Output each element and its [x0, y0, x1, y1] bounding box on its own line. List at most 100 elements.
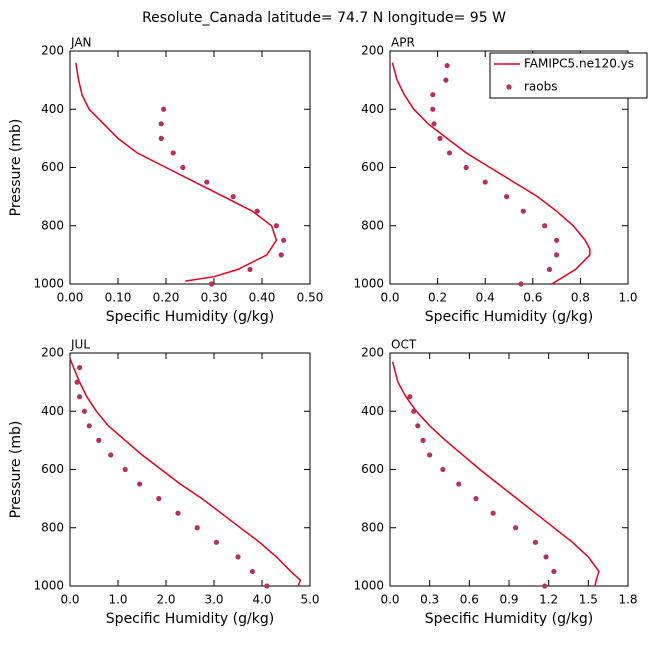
- obs-point: [204, 179, 210, 185]
- x-tick-label: 1.2: [539, 593, 558, 607]
- obs-point: [180, 164, 186, 171]
- profile-line: [391, 62, 591, 285]
- obs-point: [420, 437, 426, 443]
- x-tick-label: 1.8: [618, 593, 637, 607]
- y-tick-label: 200: [41, 346, 64, 360]
- obs-point: [473, 496, 479, 502]
- x-tick-label: 0.50: [297, 291, 324, 305]
- obs-point: [175, 510, 181, 516]
- y-tick-label: 800: [41, 218, 64, 232]
- obs-point: [446, 150, 453, 156]
- x-tick-label: 0.4: [476, 291, 495, 305]
- panel-title: OCT: [391, 338, 417, 352]
- obs-point: [247, 266, 253, 273]
- plot-frame: [389, 352, 629, 587]
- y-tick-label: 600: [41, 462, 64, 476]
- obs-point: [137, 481, 143, 487]
- y-axis-label: Pressure (mb): [8, 421, 24, 519]
- x-tick-label: 0.0: [380, 593, 399, 607]
- y-tick-label: 1000: [353, 579, 384, 593]
- x-tick-label: 2.0: [156, 593, 175, 607]
- obs-point: [156, 496, 162, 502]
- obs-point: [430, 106, 436, 112]
- y-tick-label: 800: [361, 520, 384, 534]
- x-tick-label: 1.5: [579, 593, 598, 607]
- obs-point: [254, 208, 260, 214]
- x-tick-label: 0.0: [380, 291, 399, 305]
- x-tick-label: 0.2: [428, 291, 447, 305]
- profile-line: [75, 62, 278, 282]
- obs-point: [77, 394, 83, 400]
- plot-frame: [69, 50, 311, 285]
- obs-point: [430, 92, 436, 98]
- x-tick-label: 0.6: [460, 593, 479, 607]
- y-tick-label: 1000: [33, 277, 64, 291]
- obs-point: [490, 510, 496, 516]
- obs-point: [170, 150, 176, 156]
- y-tick-label: 400: [41, 102, 64, 116]
- obs-point: [543, 554, 549, 560]
- obs-point: [81, 408, 87, 414]
- obs-point: [518, 281, 524, 287]
- x-tick-label: 0.00: [57, 291, 84, 305]
- x-tick-label: 0.3: [420, 593, 439, 607]
- x-tick-label: 4.0: [252, 593, 271, 607]
- obs-point: [158, 135, 164, 141]
- y-tick-label: 200: [361, 346, 384, 360]
- obs-point: [281, 237, 287, 243]
- legend-dot: [506, 84, 512, 90]
- x-tick-label: 0.6: [523, 291, 542, 305]
- obs-point: [86, 423, 92, 429]
- y-tick-label: 800: [361, 218, 384, 232]
- y-tick-label: 1000: [33, 579, 64, 593]
- obs-point: [407, 394, 413, 400]
- y-tick-label: 800: [41, 520, 64, 534]
- obs-point: [456, 481, 462, 487]
- obs-point: [443, 77, 449, 83]
- obs-point: [278, 252, 284, 258]
- obs-point: [161, 106, 167, 112]
- x-tick-label: 5.0: [300, 593, 319, 607]
- y-tick-label: 400: [41, 404, 64, 418]
- x-tick-label: 0.20: [153, 291, 180, 305]
- x-tick-label: 0.40: [249, 291, 276, 305]
- x-tick-label: 0.30: [201, 291, 228, 305]
- obs-point: [542, 583, 548, 589]
- obs-point: [122, 466, 128, 473]
- y-tick-label: 600: [361, 160, 384, 174]
- x-axis-label: Specific Humidity (g/kg): [106, 309, 274, 325]
- obs-point: [213, 539, 219, 545]
- obs-point: [554, 237, 560, 243]
- y-axis-label: Pressure (mb): [8, 119, 24, 217]
- obs-point: [463, 164, 469, 171]
- profile-line: [69, 358, 302, 587]
- obs-point: [542, 223, 548, 229]
- obs-point: [264, 583, 270, 589]
- obs-point: [532, 539, 539, 545]
- obs-point: [273, 223, 279, 229]
- obs-point: [440, 466, 446, 473]
- obs-point: [427, 452, 433, 458]
- x-tick-label: 3.0: [204, 593, 223, 607]
- x-tick-label: 1.0: [618, 291, 637, 305]
- obs-point: [504, 194, 510, 200]
- x-axis-label: Specific Humidity (g/kg): [425, 309, 593, 325]
- obs-point: [551, 568, 557, 575]
- obs-point: [158, 121, 164, 127]
- legend-label: raobs: [524, 80, 558, 94]
- obs-point: [482, 179, 488, 185]
- y-tick-label: 600: [41, 160, 64, 174]
- obs-point: [194, 525, 200, 531]
- y-tick-label: 1000: [353, 277, 384, 291]
- y-tick-label: 400: [361, 102, 384, 116]
- obs-point: [108, 452, 114, 458]
- y-tick-label: 400: [361, 404, 384, 418]
- legend-label: FAMIPC5.ne120.ys: [524, 57, 634, 71]
- x-axis-label: Specific Humidity (g/kg): [425, 611, 593, 627]
- y-tick-label: 600: [361, 462, 384, 476]
- legend-box: [489, 52, 648, 99]
- obs-point: [431, 121, 437, 127]
- y-tick-label: 200: [41, 44, 64, 58]
- profile-line: [391, 361, 600, 587]
